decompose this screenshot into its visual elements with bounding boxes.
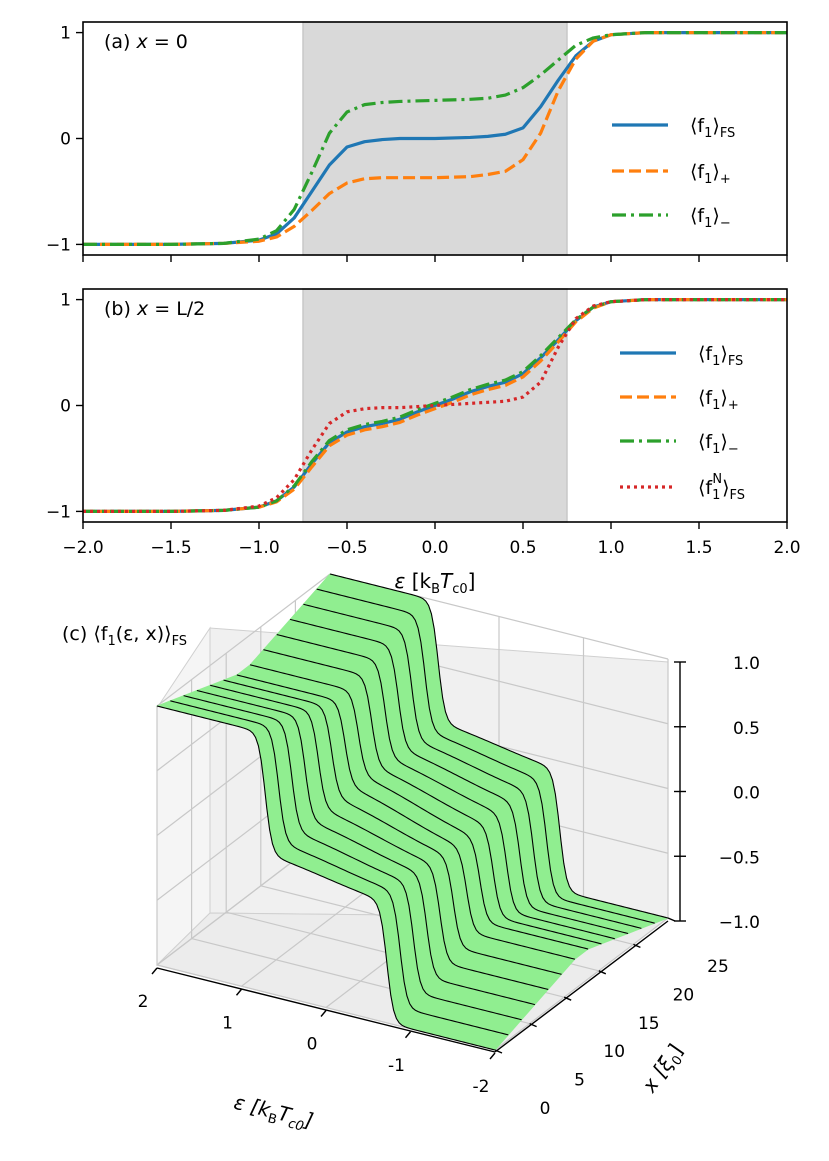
y-tick-label: −1 xyxy=(46,502,71,522)
legend-label-plus: ⟨f1⟩+ xyxy=(698,387,739,413)
y-tick-label: 0 xyxy=(60,130,71,150)
legend-label-minus: ⟨f1⟩− xyxy=(690,205,731,231)
x-tick-label: −1.0 xyxy=(238,538,279,558)
panel-a: 1 0 −1 (a) x = 0 ⟨f1⟩FS ⟨f1⟩+ ⟨f1⟩− xyxy=(46,21,788,262)
panel-c-title: (c) ⟨f1(ε, x)⟩FS xyxy=(62,623,187,649)
x-tick-label: −1.5 xyxy=(150,538,191,558)
z-tick-label: 0.5 xyxy=(733,719,760,739)
eps-tick xyxy=(151,967,158,975)
x-tick-label: 2.0 xyxy=(773,538,800,558)
legend-label-plus: ⟨f1⟩+ xyxy=(690,161,731,187)
x-tick-label: 0.0 xyxy=(421,538,448,558)
back-pane-left xyxy=(156,626,211,967)
eps-tick-label: 0 xyxy=(307,1035,318,1055)
x-tick-label: −2.0 xyxy=(62,538,103,558)
surface-slice-line xyxy=(170,700,509,1036)
legend-label-fs: ⟨f1⟩FS xyxy=(690,115,735,141)
x-tick xyxy=(563,996,572,1001)
eps-tick-label: -1 xyxy=(388,1056,405,1076)
x-tick-label: 1.5 xyxy=(685,538,712,558)
panel-a-annotation: (a) x = 0 xyxy=(104,31,188,53)
z-tick-label: 1.0 xyxy=(733,654,760,674)
grid-line-eps xyxy=(494,917,669,1051)
eps-tick xyxy=(320,1010,327,1017)
surface-slice-line xyxy=(210,684,549,990)
panel-a-ticks: 1 0 −1 xyxy=(46,24,788,262)
surface xyxy=(155,573,670,1051)
eps-axis-label: ε [kBTc0] xyxy=(231,1090,316,1137)
x-axis-line xyxy=(494,920,669,1053)
panel-b: 1 0 −1 −2.0 −1.5 −1.0 −0.5 0.0 0.5 1.0 1.5 2.0 (b) … xyxy=(46,288,801,597)
x-tick xyxy=(667,917,676,922)
x-tick-label: 5 xyxy=(574,1071,585,1091)
panel-b-xlabel: ε [kBTc0] xyxy=(395,569,476,597)
y-tick-label: 1 xyxy=(60,291,71,311)
surface-slice-line xyxy=(289,618,629,935)
surface-slice-line xyxy=(223,679,562,975)
y-tick-label: −1 xyxy=(46,235,71,255)
surface-slice-line xyxy=(236,674,575,960)
series-line-minus xyxy=(83,30,787,247)
surface-slice-line xyxy=(276,634,615,940)
eps-tick-label: 1 xyxy=(222,1013,233,1033)
panel-b-ticks: 1 0 −1 −2.0 −1.5 −1.0 −0.5 0.0 0.5 1.0 1.5 2.0 xyxy=(46,291,801,558)
grid-line-z xyxy=(156,573,331,707)
x-tick xyxy=(494,1049,503,1054)
x-tick-label: 10 xyxy=(603,1042,625,1062)
eps-tick xyxy=(235,988,243,996)
surface-slice-line xyxy=(263,649,602,945)
x-tick xyxy=(598,970,607,975)
x-tick-label: −0.5 xyxy=(326,538,367,558)
x-tick xyxy=(633,943,641,949)
x-tick-label: 25 xyxy=(707,957,729,977)
x-tick xyxy=(529,1022,537,1028)
panel-b-legend: ⟨f1⟩FS ⟨f1⟩+ ⟨f1⟩− ⟨f1N⟩FS xyxy=(620,343,745,503)
legend-label-normal: ⟨f1N⟩FS xyxy=(698,472,745,503)
eps-axis-line xyxy=(156,967,496,1053)
series-line-minus xyxy=(83,297,787,514)
y-tick-label: 0 xyxy=(60,397,71,417)
surface-slice-line xyxy=(303,603,642,929)
x-tick-label: 20 xyxy=(673,985,695,1005)
x-tick-label: 15 xyxy=(638,1014,660,1034)
x-tick-label: 1.0 xyxy=(597,538,624,558)
x-axis-label: x [ξ0] xyxy=(637,1039,691,1100)
panel-b-series xyxy=(83,297,787,514)
eps-tick-label: 2 xyxy=(138,992,149,1012)
surface-slice-line xyxy=(250,664,589,950)
surface-slice-line xyxy=(316,588,655,924)
surface-slice-line xyxy=(183,695,522,1021)
legend-label-fs: ⟨f1⟩FS xyxy=(698,343,743,369)
surface-slice-line xyxy=(196,689,536,1006)
y-tick-label: 1 xyxy=(60,24,71,44)
x-tick-label: 0.5 xyxy=(509,538,536,558)
x-tick-label: 0 xyxy=(540,1099,551,1119)
z-tick-label: 0.0 xyxy=(733,784,760,804)
surface-slice-line xyxy=(156,705,496,1051)
z-tick-label: −1.0 xyxy=(719,913,760,933)
eps-tick-label: -2 xyxy=(473,1077,490,1097)
panel-c: (c) ⟨f1(ε, x)⟩FS 210-1-205101520251.00.5… xyxy=(62,573,760,1137)
panel-b-annotation: (b) x = L/2 xyxy=(104,298,205,320)
eps-tick xyxy=(489,1052,496,1060)
legend-label-minus: ⟨f1⟩− xyxy=(698,431,739,457)
panel-a-series xyxy=(83,30,787,247)
z-tick-label: −0.5 xyxy=(719,848,760,868)
series-line-normal xyxy=(83,297,787,514)
surface-slice-line xyxy=(329,573,669,919)
panel-a-legend: ⟨f1⟩FS ⟨f1⟩+ ⟨f1⟩− xyxy=(612,115,735,231)
eps-tick xyxy=(404,1031,412,1039)
series-line-plus xyxy=(83,30,787,247)
